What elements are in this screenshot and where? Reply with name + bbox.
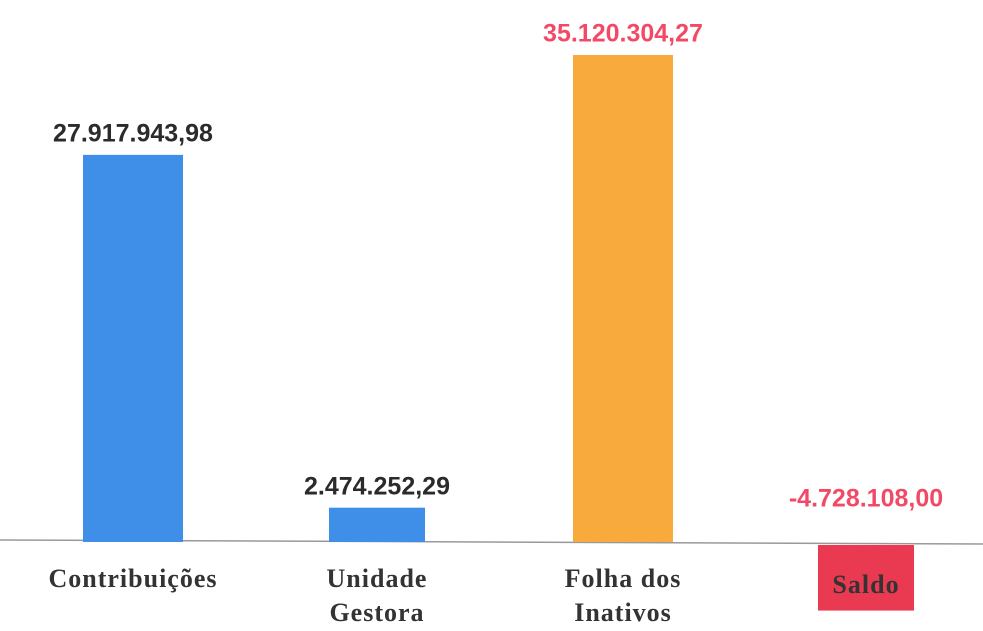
category-label: Folha dos Inativos — [564, 564, 682, 627]
category-label: Saldo — [832, 570, 900, 599]
value-label: 35.120.304,27 — [543, 20, 703, 48]
bar — [573, 55, 673, 542]
category-label: Contribuições — [48, 564, 218, 593]
bar — [83, 154, 183, 542]
bar — [818, 545, 914, 611]
category-label: Unidade Gestora — [326, 564, 428, 627]
bar — [329, 507, 425, 542]
value-label: -4.728.108,00 — [789, 485, 943, 513]
value-label: 27.917.943,98 — [53, 119, 213, 147]
value-label: 2.474.252,29 — [304, 472, 450, 500]
